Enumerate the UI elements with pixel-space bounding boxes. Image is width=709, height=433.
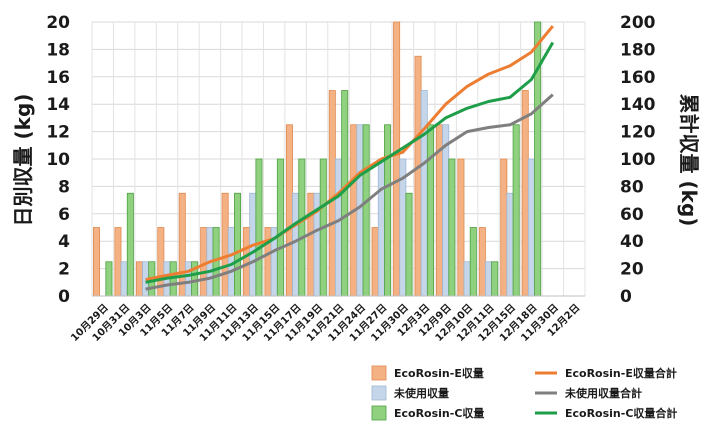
legend-swatch xyxy=(371,385,387,401)
legend-label: EcoRosin-E収量合計 xyxy=(565,366,677,380)
bar-1 xyxy=(442,124,450,297)
bar-0 xyxy=(114,227,122,297)
series-line-2 xyxy=(145,41,555,284)
legend-swatch xyxy=(371,365,387,381)
y2-tick-label: 180 xyxy=(620,40,656,60)
bar-0 xyxy=(285,124,293,297)
bar-0 xyxy=(264,227,272,297)
bar-0 xyxy=(243,227,251,297)
bar-1 xyxy=(356,124,364,297)
y2-axis-title: 累計収量 (kg) xyxy=(677,94,701,227)
legend-label: EcoRosin-C収量合計 xyxy=(565,406,677,420)
legend-label: 未使用収量合計 xyxy=(564,386,642,400)
legend-label: 未使用収量 xyxy=(393,386,449,400)
y2-tick-label: 0 xyxy=(620,287,632,307)
bar-2 xyxy=(512,124,520,297)
y2-tick-label: 200 xyxy=(620,13,656,33)
legend-label: EcoRosin-C収量 xyxy=(394,407,484,420)
y-tick-label: 14 xyxy=(46,95,70,115)
bar-0 xyxy=(393,21,401,297)
bar-1 xyxy=(420,90,428,297)
y-tick-label: 8 xyxy=(58,177,70,197)
y-tick-label: 20 xyxy=(46,13,70,33)
bar-0 xyxy=(221,192,229,297)
bar-0 xyxy=(371,227,379,297)
series-line-0 xyxy=(145,25,554,282)
y-tick-label: 18 xyxy=(46,40,70,60)
bar-1 xyxy=(334,158,342,297)
bar-1 xyxy=(527,158,535,297)
bar-1 xyxy=(292,192,300,297)
bar-2 xyxy=(426,124,434,297)
bar-2 xyxy=(105,261,113,297)
y2-tick-label: 40 xyxy=(620,232,644,252)
bar-0 xyxy=(478,227,486,297)
y-axis-title: 日別収量 (kg) xyxy=(11,94,35,227)
bar-2 xyxy=(362,124,370,297)
bar-2 xyxy=(491,261,499,297)
bar-2 xyxy=(298,158,306,297)
bar-0 xyxy=(328,90,336,297)
bar-1 xyxy=(184,261,192,297)
y-tick-label: 12 xyxy=(46,123,70,143)
y2-tick-label: 160 xyxy=(620,68,656,88)
bar-2 xyxy=(384,124,392,297)
bar-0 xyxy=(521,90,529,297)
y2-tick-label: 60 xyxy=(620,205,644,225)
series-line-1 xyxy=(145,93,554,291)
bar-2 xyxy=(234,192,242,297)
bar-2 xyxy=(276,158,284,297)
bar-2 xyxy=(255,158,263,297)
bar-0 xyxy=(178,192,186,297)
y2-tick-label: 140 xyxy=(620,95,656,115)
y-tick-label: 2 xyxy=(58,260,70,280)
bar-1 xyxy=(377,158,385,297)
bar-1 xyxy=(485,261,493,297)
bar-0 xyxy=(500,158,508,297)
lines xyxy=(145,25,555,291)
bar-2 xyxy=(126,192,134,297)
bar-0 xyxy=(200,227,208,297)
y2-tick-label: 100 xyxy=(620,150,656,170)
bar-2 xyxy=(469,227,477,297)
bar-2 xyxy=(448,158,456,297)
bar-0 xyxy=(457,158,465,297)
legend-label: EcoRosin-E収量 xyxy=(394,367,484,380)
gridlines xyxy=(91,21,586,297)
y-tick-label: 0 xyxy=(58,287,70,307)
y-tick-label: 6 xyxy=(58,205,70,225)
legend-swatch xyxy=(371,405,387,421)
y-tick-label: 16 xyxy=(46,68,70,88)
bar-0 xyxy=(414,55,422,297)
bar-1 xyxy=(120,261,128,297)
bar-2 xyxy=(405,192,413,297)
bar-0 xyxy=(135,261,143,297)
y2-tick-label: 20 xyxy=(620,260,644,280)
bar-0 xyxy=(93,227,101,297)
bar-0 xyxy=(307,192,315,297)
y-tick-label: 10 xyxy=(46,150,70,170)
y2-tick-label: 80 xyxy=(620,177,644,197)
y-tick-label: 4 xyxy=(58,232,70,252)
bar-1 xyxy=(506,192,514,297)
bar-1 xyxy=(463,261,471,297)
y2-tick-label: 120 xyxy=(620,123,656,143)
